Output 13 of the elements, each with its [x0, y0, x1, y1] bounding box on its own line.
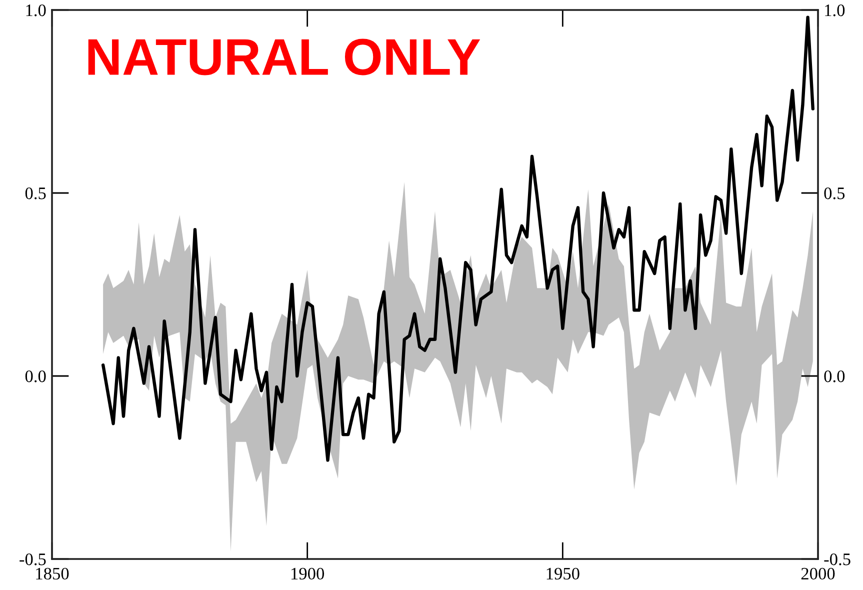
y-tick-label: 0.5	[25, 187, 46, 200]
y-tick-label: 0.0	[25, 370, 46, 382]
y2-tick-label: 1.0	[825, 4, 845, 16]
y-tick-label: 1.0	[26, 4, 46, 16]
x-tick-label: 1950	[546, 568, 580, 580]
y2-tick-label: 0.5	[824, 187, 845, 200]
x-tick-label: 2000	[801, 568, 835, 580]
x-tick-label: 1900	[292, 568, 324, 580]
chart-title: NATURAL ONLY	[88, 38, 480, 76]
x-tick-label: 1850	[36, 568, 69, 580]
y2-tick-label: 0.0	[824, 370, 845, 382]
y2-tick-label: -0.5	[824, 553, 850, 566]
y-tick-label: -0.5	[20, 553, 46, 566]
